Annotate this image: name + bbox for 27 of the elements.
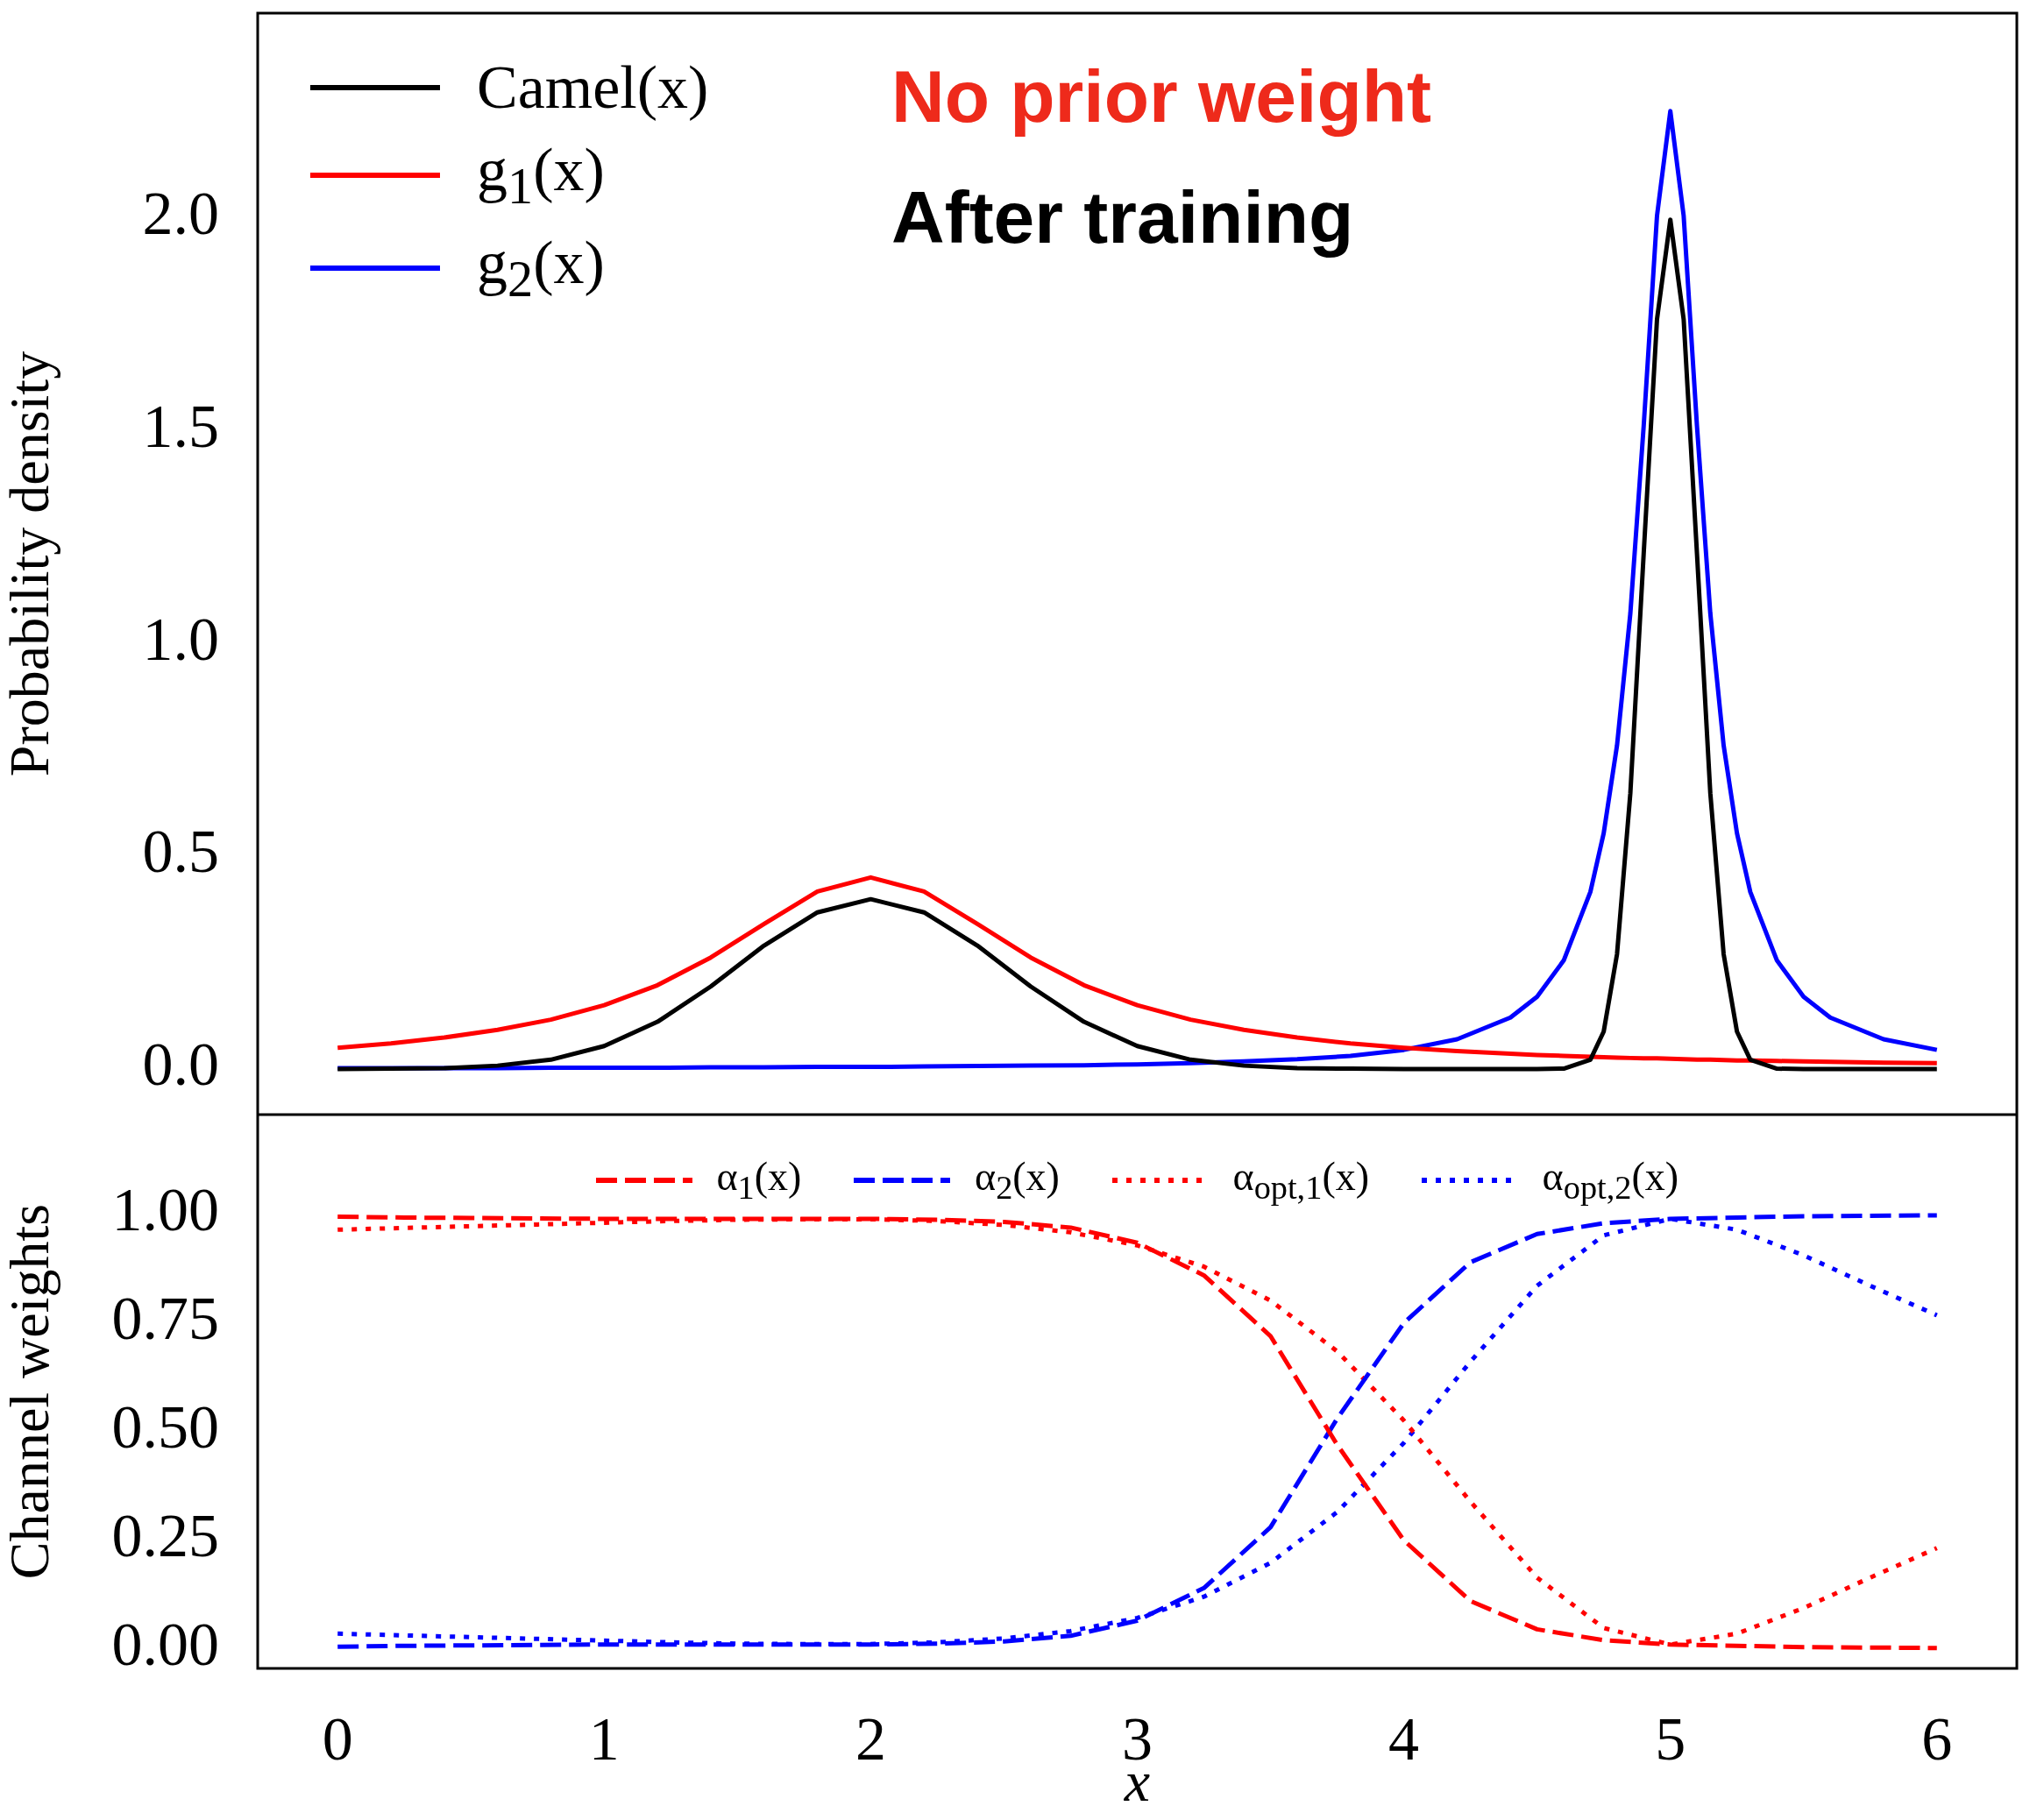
y-tick-label: 1.00 <box>111 1176 219 1244</box>
x-tick-label: 5 <box>1655 1705 1686 1774</box>
y-tick-label: 1.0 <box>142 605 219 673</box>
y-tick-label: 0.50 <box>111 1393 219 1462</box>
legend-label: α$_{2}$(x) <box>975 1153 1060 1207</box>
x-tick-label: 2 <box>855 1705 886 1774</box>
x-tick-label: 6 <box>1921 1705 1953 1774</box>
y-tick-label: 0.0 <box>142 1030 219 1099</box>
annotation: After training <box>891 175 1354 260</box>
legend-label: α$_{opt,2}$(x) <box>1542 1153 1679 1207</box>
y-tick-label: 2.0 <box>142 179 219 247</box>
legend-label: g$_{2}$(x) <box>477 228 605 308</box>
legend-label: Camel(x) <box>477 53 709 123</box>
y-tick-label: 0.25 <box>111 1502 219 1570</box>
x-tick-label: 1 <box>588 1705 620 1774</box>
y-tick-label: 0.5 <box>142 818 219 886</box>
annotation: No prior weight <box>891 54 1431 139</box>
y-tick-label: 1.5 <box>142 392 219 460</box>
y-axis-title: Probability density <box>0 351 61 777</box>
y-tick-label: 0.00 <box>111 1611 219 1679</box>
legend-label: g$_{1}$(x) <box>477 135 605 216</box>
x-tick-label: 0 <box>322 1705 353 1774</box>
y-axis-title: Channel weights <box>0 1203 61 1580</box>
x-tick-label: 4 <box>1388 1705 1420 1774</box>
legend-label: α$_{1}$(x) <box>716 1153 802 1207</box>
legend-label: α$_{opt,1}$(x) <box>1232 1153 1370 1207</box>
y-tick-label: 0.75 <box>111 1285 219 1353</box>
